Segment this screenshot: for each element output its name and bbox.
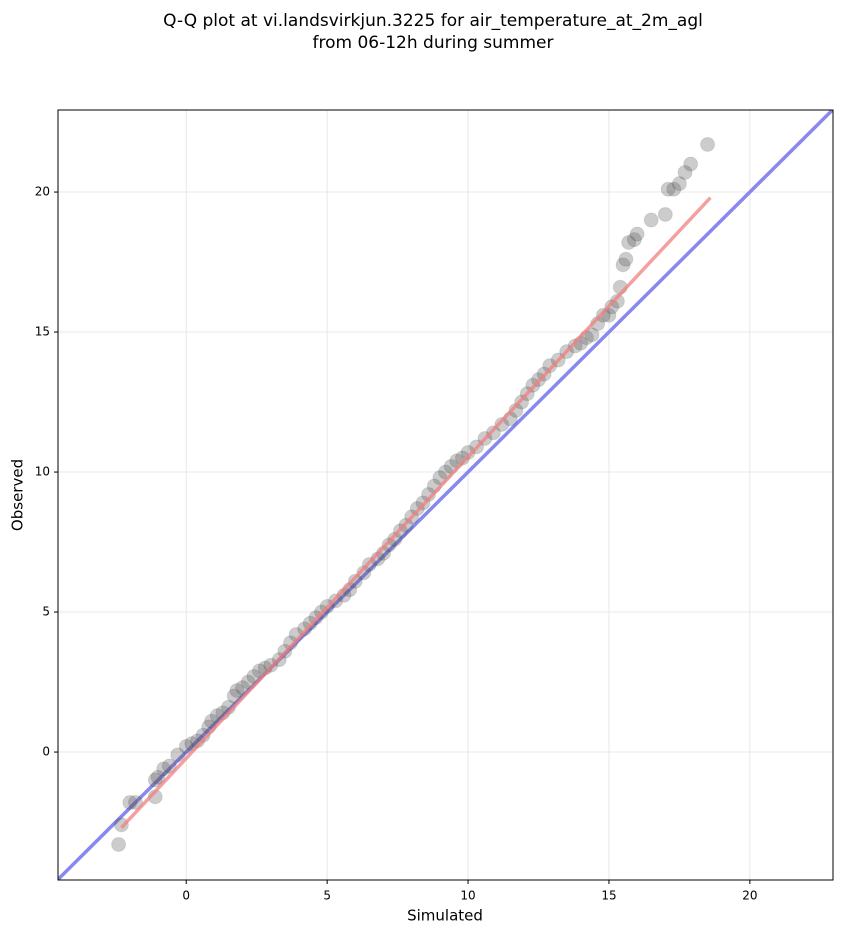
x-tick-label: 20 <box>742 889 757 903</box>
point <box>156 761 172 777</box>
point <box>111 836 127 852</box>
point <box>567 338 583 354</box>
point <box>226 688 242 704</box>
point <box>347 573 363 589</box>
x-axis-label: Simulated <box>407 907 483 925</box>
point <box>229 682 245 698</box>
chart-title: Q-Q plot at vi.landsvirkjun.3225 for air… <box>163 11 703 31</box>
y-tick-label: 5 <box>42 605 50 619</box>
point <box>657 206 673 222</box>
point <box>485 425 501 441</box>
point <box>161 758 177 774</box>
y-tick-label: 10 <box>35 465 50 479</box>
point <box>626 232 642 248</box>
point <box>666 181 682 197</box>
x-tick-label: 0 <box>182 889 190 903</box>
point <box>235 680 251 696</box>
reference-line <box>58 110 833 880</box>
point <box>494 416 510 432</box>
point <box>356 565 372 581</box>
point <box>170 747 186 763</box>
point <box>660 181 676 197</box>
point <box>128 794 143 810</box>
point <box>122 794 138 810</box>
y-tick-label: 15 <box>35 325 50 339</box>
point <box>677 164 693 180</box>
y-tick-label: 20 <box>35 185 50 199</box>
point <box>297 621 313 637</box>
point <box>178 738 194 754</box>
y-axis-label: Observed <box>9 459 27 531</box>
plot-frame <box>57 109 834 881</box>
point <box>283 635 298 651</box>
point <box>387 531 403 547</box>
point <box>621 234 637 250</box>
point <box>618 251 634 267</box>
point <box>150 769 166 785</box>
point <box>604 299 620 315</box>
point <box>542 358 558 374</box>
x-tick-label: 10 <box>460 889 475 903</box>
point <box>381 537 397 553</box>
point <box>460 444 476 460</box>
point <box>683 156 699 172</box>
point <box>147 772 163 788</box>
point <box>615 257 631 273</box>
point <box>629 226 645 242</box>
y-tick-label: 0 <box>42 745 50 759</box>
point <box>700 136 716 152</box>
x-tick-label: 15 <box>601 889 616 903</box>
point <box>584 327 600 343</box>
chart-title: from 06-12h during summer <box>313 33 554 53</box>
point <box>643 212 659 228</box>
x-tick-label: 5 <box>323 889 331 903</box>
point <box>609 293 625 309</box>
point <box>595 307 611 323</box>
point <box>671 176 687 192</box>
fit-line <box>120 196 712 829</box>
